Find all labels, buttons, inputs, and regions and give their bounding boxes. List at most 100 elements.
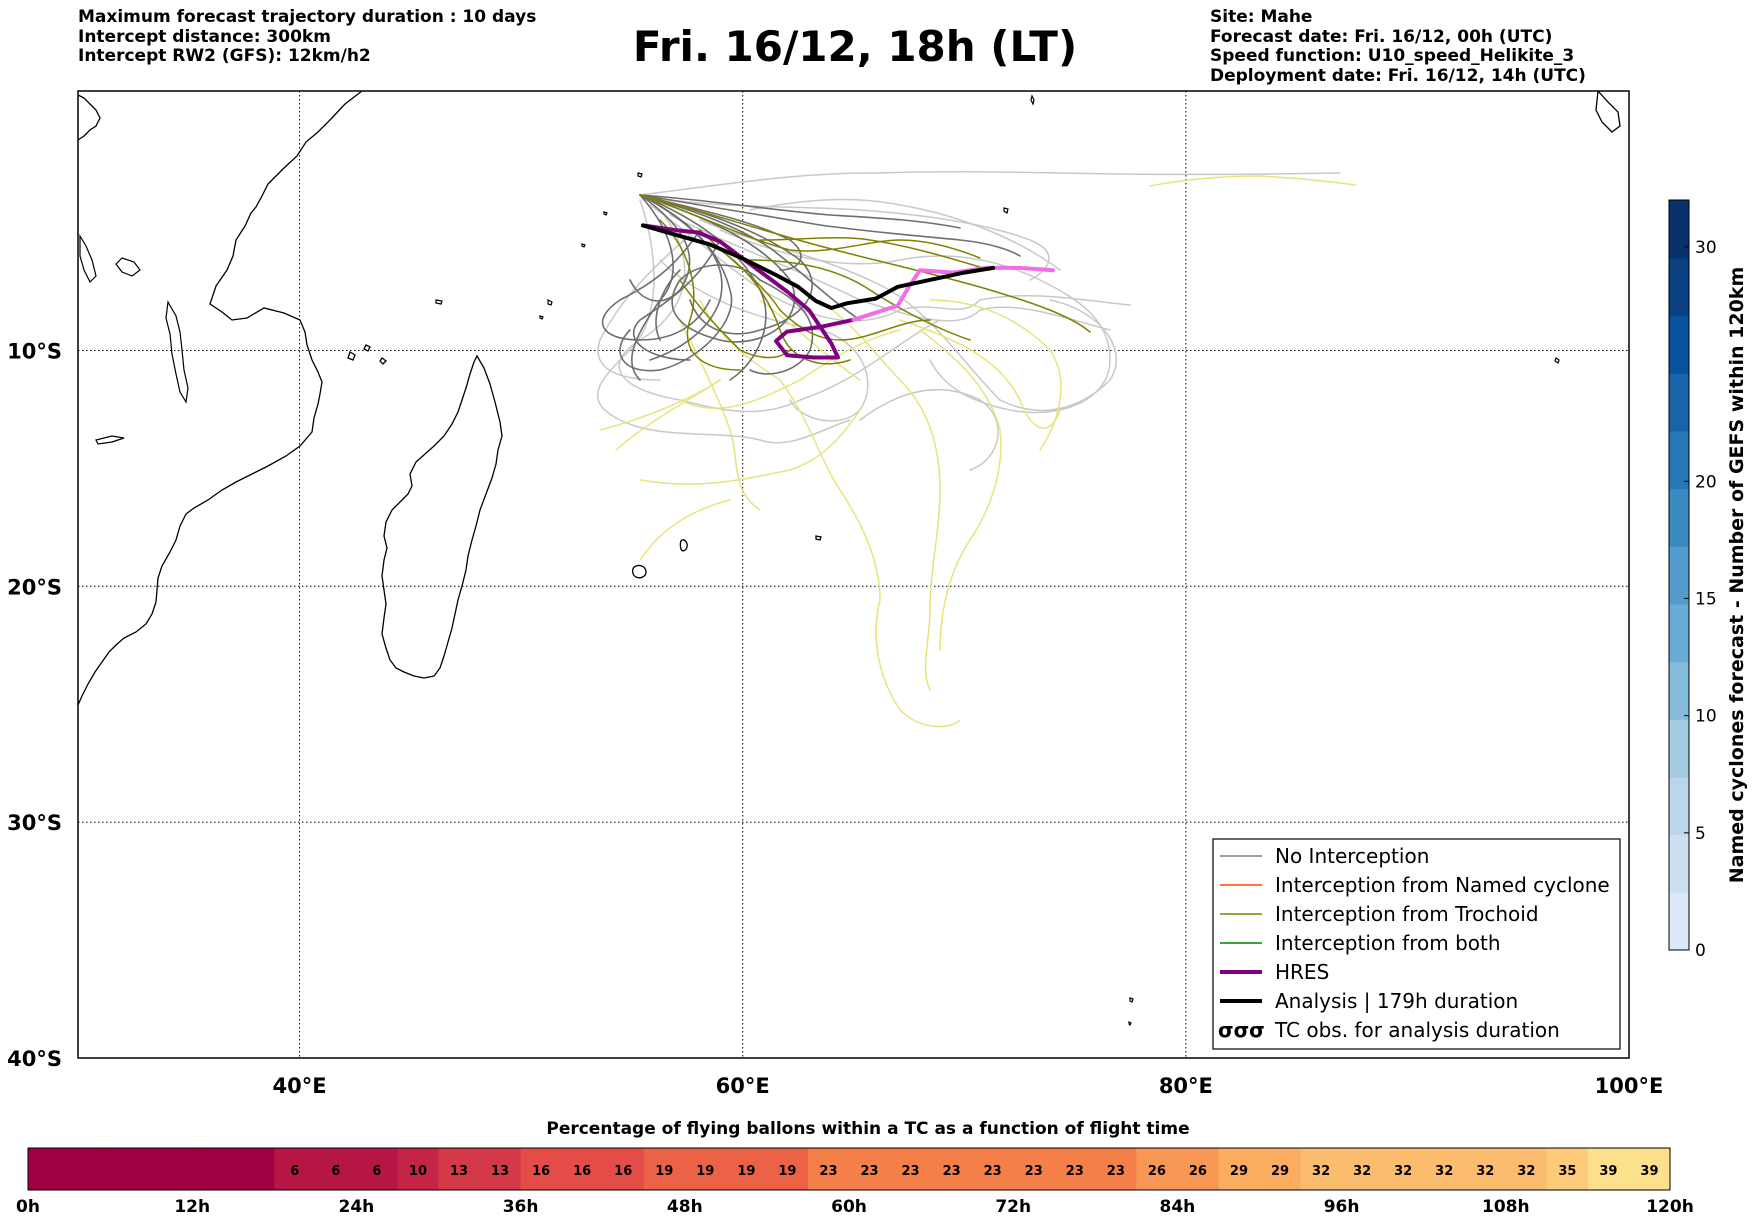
- flight-time-percent-label: 29: [1230, 1164, 1248, 1179]
- legend: No Interception Interception from Named c…: [1212, 838, 1621, 1050]
- intercept-distance-text: Intercept distance: 300km: [78, 26, 331, 47]
- lake-malawi: [165, 300, 189, 404]
- trajectory: [699, 299, 961, 728]
- cyclone-colorbar-cell: [1669, 892, 1689, 951]
- legend-items: No Interception Interception from Named c…: [1218, 844, 1610, 1042]
- flight-time-colorbar-cell: [1095, 1148, 1137, 1190]
- flight-time-percent-label: 32: [1517, 1164, 1535, 1179]
- flight-time-colorbar-title: Percentage of flying ballons within a TC…: [546, 1119, 1189, 1139]
- legend-label: Interception from both: [1275, 931, 1501, 955]
- trajectory: [633, 239, 721, 361]
- longitude-tick-label: 40°E: [273, 1074, 327, 1098]
- flight-time-percent-label: 23: [902, 1164, 920, 1179]
- flight-time-colorbar-cell: [561, 1148, 604, 1190]
- coastlines: [78, 91, 1621, 1027]
- trajectory: [659, 219, 741, 371]
- trajectory: [615, 379, 721, 451]
- seychelles-island: [539, 315, 544, 320]
- flight-time-percent-label: 32: [1435, 1164, 1453, 1179]
- flight-time-hour-label: 108h: [1482, 1197, 1530, 1217]
- axis-labels: 40°E 60°E 80°E 100°E 10°S 20°S 30°S 40°S: [7, 339, 1663, 1098]
- trajectory: [639, 194, 981, 259]
- trajectory: [819, 299, 941, 691]
- trajectory: [649, 199, 723, 361]
- flight-time-hour-label: 72h: [995, 1197, 1031, 1217]
- cyclone-colorbar-label: Named cyclones forecast - Number of GEFS…: [1726, 267, 1748, 884]
- cyclone-colorbar-tick-label: 30: [1695, 238, 1717, 258]
- legend-label: Analysis | 179h duration: [1275, 989, 1518, 1013]
- forecast-parameters: Maximum forecast trajectory duration : 1…: [78, 7, 536, 67]
- flight-time-colorbar-cell: [315, 1148, 357, 1190]
- trajectory: [899, 319, 1061, 429]
- flight-time-colorbar-cell: [972, 1148, 1014, 1190]
- flight-time-colorbar-frame: [27, 1147, 1671, 1191]
- arabia-coastline: [78, 94, 101, 141]
- cyclone-colorbar-frame: [1668, 199, 1690, 951]
- flight-time-colorbar-cell: [1136, 1148, 1178, 1190]
- flight-time-percent-label: 39: [1640, 1164, 1658, 1179]
- flight-time-colorbar-cell: [1587, 1148, 1630, 1190]
- intercept-rw2-text: Intercept RW2 (GFS): 12km/h2: [78, 46, 371, 66]
- comoros-island: [379, 357, 387, 365]
- flight-time-colorbar-cell: [28, 1148, 70, 1190]
- africa-coastline: [78, 91, 363, 706]
- flight-time-colorbar-cell: [233, 1148, 275, 1190]
- flight-time-colorbar-cell: [684, 1148, 727, 1190]
- trajectory: [655, 269, 681, 341]
- trajectory: [759, 299, 861, 381]
- flight-time-percent-label: 23: [860, 1164, 878, 1179]
- cyclone-colorbar-tick-label: 15: [1695, 589, 1717, 609]
- trajectory: [749, 259, 971, 341]
- flight-time-colorbar-cell: [1464, 1148, 1507, 1190]
- ensemble-trajectories: [597, 170, 1356, 728]
- seychelles-island: [603, 211, 608, 216]
- cocos-island: [1554, 357, 1560, 364]
- flight-time-colorbar-cell: [1259, 1148, 1302, 1190]
- trajectory: [669, 214, 1111, 331]
- graticule: [78, 91, 1629, 1058]
- trajectory: [749, 198, 1061, 271]
- tc-obs-symbol: σσσ: [1218, 1018, 1265, 1042]
- flight-time-percent-label: 16: [573, 1164, 591, 1179]
- flight-time-hour-label: 48h: [667, 1197, 703, 1217]
- flight-time-percent-label: 23: [819, 1164, 837, 1179]
- flight-time-colorbar: Percentage of flying ballons within a TC…: [16, 1119, 1694, 1217]
- flight-time-colorbar-cell: [479, 1148, 522, 1190]
- cyclone-colorbar-cell: [1669, 488, 1689, 547]
- flight-time-hour-label: 24h: [339, 1197, 375, 1217]
- flight-time-percent-label: 19: [737, 1164, 755, 1179]
- hres-track: [641, 223, 856, 360]
- flight-time-colorbar-cell: [1013, 1148, 1055, 1190]
- flight-time-percent-label: 32: [1476, 1164, 1494, 1179]
- comoros-island: [363, 344, 371, 352]
- longitude-tick-label: 100°E: [1595, 1074, 1664, 1098]
- flight-time-colorbar-cell: [1505, 1148, 1548, 1190]
- trajectory: [639, 194, 813, 335]
- flight-time-colorbar-cell: [69, 1148, 111, 1190]
- flight-time-hour-label: 96h: [1324, 1197, 1360, 1217]
- flight-time-colorbar-cell: [438, 1148, 481, 1190]
- seychelles-island: [581, 243, 586, 248]
- cyclone-colorbar-cell: [1669, 546, 1689, 605]
- flight-time-percent-label: 23: [1107, 1164, 1125, 1179]
- flight-time-colorbar-cell: [1628, 1148, 1671, 1190]
- trajectory: [679, 279, 791, 359]
- flight-time-percent-label: 23: [984, 1164, 1002, 1179]
- flight-time-percent-label: 16: [532, 1164, 550, 1179]
- latitude-tick-label: 10°S: [7, 339, 62, 363]
- legend-label: HRES: [1275, 960, 1329, 984]
- flight-time-percent-label: 13: [450, 1164, 468, 1179]
- flight-time-colorbar-cell: [890, 1148, 932, 1190]
- flight-time-percent-label: 32: [1353, 1164, 1371, 1179]
- trajectory: [639, 194, 861, 321]
- cyclone-colorbar-cell: [1669, 719, 1689, 778]
- flight-time-percent-label: 13: [491, 1164, 509, 1179]
- flight-time-percent-label: 6: [290, 1164, 299, 1179]
- flight-time-percent-label: 29: [1271, 1164, 1289, 1179]
- lake-mweru: [95, 435, 125, 445]
- flight-time-percent-label: 26: [1148, 1164, 1166, 1179]
- flight-time-colorbar-cell: [1423, 1148, 1466, 1190]
- speed-function-text: Speed function: U10_speed_Helikite_3: [1210, 46, 1575, 66]
- analysis-track: [641, 223, 996, 310]
- cyclone-colorbar-cell: [1669, 257, 1689, 316]
